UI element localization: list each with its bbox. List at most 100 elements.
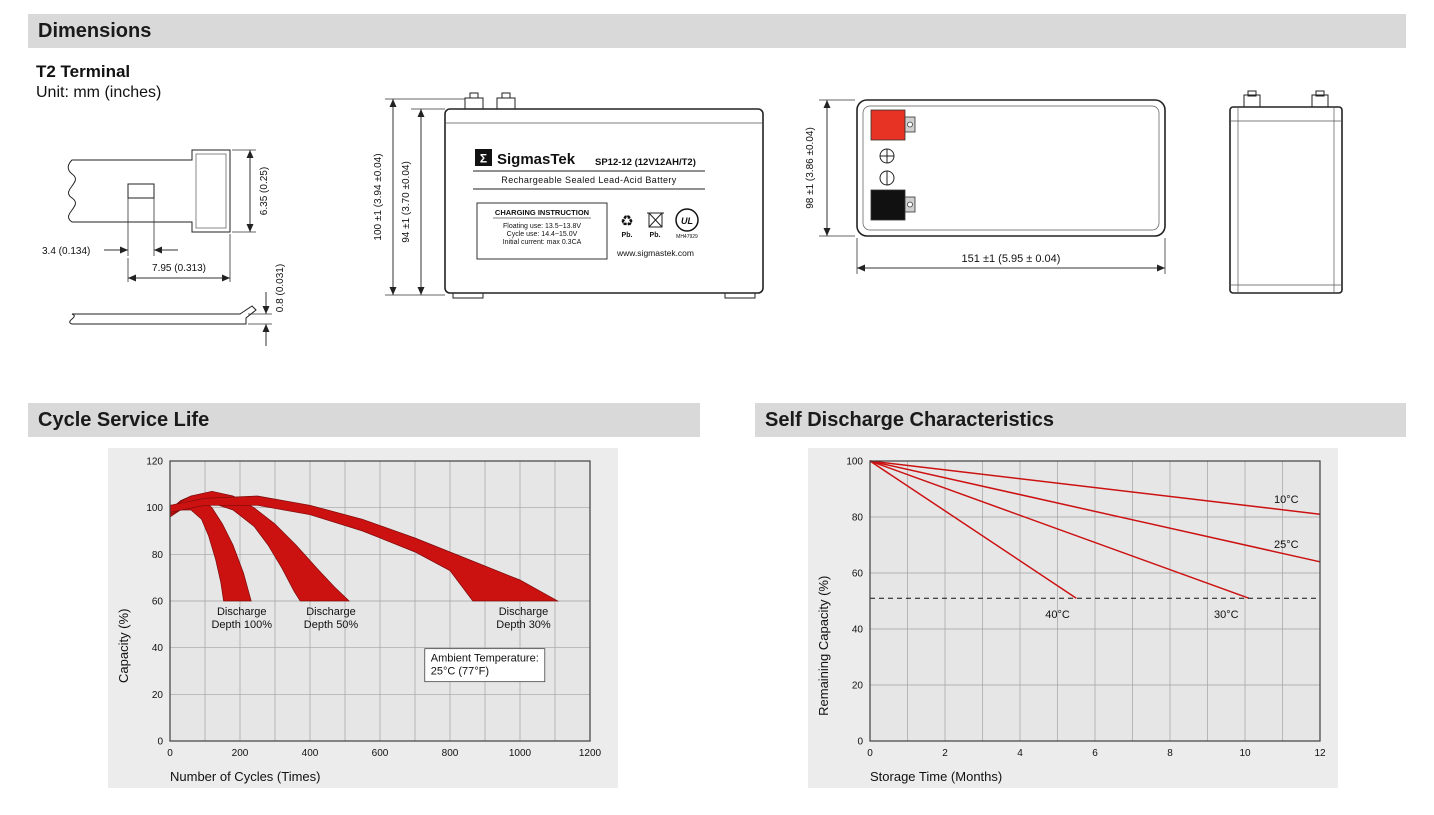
battery-foot-right bbox=[724, 292, 756, 299]
dim-label-hole-width: 3.4 (0.134) bbox=[42, 246, 90, 257]
x-tick-label: 1000 bbox=[509, 748, 532, 759]
battery-top-view-drawing: 98 ±1 (3.86 ±0.04) 151 ±1 (5.95 ± 0.04) bbox=[805, 99, 1166, 274]
annotation-text: 10°C bbox=[1274, 494, 1299, 506]
pb-label-2: Pb. bbox=[650, 232, 661, 239]
y-tick-label: 40 bbox=[152, 643, 164, 654]
y-tick-label: 40 bbox=[852, 625, 864, 636]
x-axis-title: Number of Cycles (Times) bbox=[170, 769, 320, 784]
annotation-text: Depth 50% bbox=[304, 619, 359, 631]
battery-type-line: Rechargeable Sealed Lead-Acid Battery bbox=[501, 175, 677, 185]
terminal-hole bbox=[127, 183, 155, 199]
negative-terminal bbox=[870, 189, 906, 221]
annotation-text: 30°C bbox=[1214, 609, 1239, 621]
charging-line-3: Initial current: max 0.3CA bbox=[503, 239, 582, 246]
x-tick-label: 6 bbox=[1092, 748, 1098, 759]
side-terminal-tab-1 bbox=[1243, 94, 1261, 108]
terminal-blade-2 bbox=[501, 92, 511, 99]
battery-case-outline bbox=[444, 108, 764, 294]
x-tick-label: 600 bbox=[372, 748, 389, 759]
side-terminal-tab-2 bbox=[1311, 94, 1329, 108]
charging-line-2: Cycle use: 14.4~15.0V bbox=[507, 231, 578, 238]
website-text: www.sigmastek.com bbox=[616, 248, 694, 258]
y-tick-label: 100 bbox=[846, 457, 863, 468]
x-tick-label: 2 bbox=[942, 748, 948, 759]
y-tick-label: 0 bbox=[857, 737, 863, 748]
x-tick-label: 800 bbox=[442, 748, 459, 759]
battery-foot-left bbox=[452, 292, 484, 299]
crossed-bin-icon bbox=[647, 212, 664, 228]
model-number: SP12-12 (12V12AH/T2) bbox=[595, 157, 696, 168]
y-tick-label: 60 bbox=[852, 569, 864, 580]
self-discharge-chart: 0 20 40 60 80 100 0 2 4 6 8 10 12 Storage Time (Month… bbox=[808, 448, 1338, 788]
y-axis-title: Remaining Capacity (%) bbox=[816, 576, 831, 716]
section-header-dimensions: Dimensions bbox=[28, 14, 1406, 48]
annotation-text: 40°C bbox=[1045, 609, 1070, 621]
annotation-text: 25°C bbox=[1274, 539, 1299, 551]
side-view-outline bbox=[1229, 106, 1343, 294]
charging-line-1: Floating use: 13.5~13.8V bbox=[503, 223, 581, 230]
ul-file-number: MH47929 bbox=[676, 234, 698, 240]
battery-side-view-drawing bbox=[1229, 90, 1343, 294]
dim-label-terminal-height: 6.35 (0.25) bbox=[259, 167, 270, 215]
terminal-tab-1 bbox=[464, 97, 484, 110]
dim-label-top-width: 98 ±1 (3.86 ±0.04) bbox=[805, 127, 816, 209]
battery-front-view-drawing: 100 ±1 (3.94 ±0.04) 94 ±1 (3.70 ±0.04) Σ… bbox=[373, 92, 764, 299]
chart-band bbox=[169, 495, 560, 602]
chart-annotation: 40°C bbox=[1045, 609, 1070, 621]
side-terminal-blade-2 bbox=[1315, 90, 1325, 97]
annotation-box bbox=[424, 648, 546, 683]
tab-hole bbox=[907, 121, 913, 128]
annotation-text: Discharge bbox=[217, 606, 267, 618]
brand-logo-sigma: Σ bbox=[480, 152, 487, 166]
section-title: Dimensions bbox=[38, 19, 152, 42]
pb-label-1: Pb. bbox=[622, 232, 633, 239]
x-tick-label: 10 bbox=[1239, 748, 1251, 759]
charging-instruction-box bbox=[476, 202, 608, 260]
terminal-blade-1 bbox=[469, 92, 479, 99]
y-tick-label: 0 bbox=[157, 737, 163, 748]
series-line bbox=[869, 460, 1321, 515]
terminal-cross-section-drawing: 6.35 (0.25) 3.4 (0.134) 7.95 (0.313) 0.8… bbox=[42, 149, 286, 346]
series-line bbox=[869, 460, 1250, 599]
x-tick-label: 0 bbox=[167, 748, 173, 759]
brand-logo-mark bbox=[475, 149, 492, 166]
charging-instruction-title: CHARGING INSTRUCTION bbox=[495, 208, 589, 217]
brand-name: SigmasTek bbox=[497, 151, 576, 168]
y-tick-label: 60 bbox=[152, 597, 164, 608]
terminal-tab-2 bbox=[496, 97, 516, 110]
x-tick-label: 200 bbox=[232, 748, 249, 759]
annotation-text: 25°C (77°F) bbox=[431, 666, 489, 678]
section-title: Cycle Service Life bbox=[38, 408, 210, 431]
recycle-icon: ♻ bbox=[620, 213, 633, 230]
ul-icon bbox=[675, 208, 699, 232]
dim-label-tab-width: 7.95 (0.313) bbox=[152, 263, 206, 274]
unit-note: Unit: mm (inches) bbox=[36, 84, 162, 101]
annotation-text: Ambient Temperature: bbox=[431, 653, 539, 665]
plot-border bbox=[869, 460, 1321, 742]
tab-hole bbox=[907, 201, 913, 208]
terminal-shape bbox=[67, 149, 231, 233]
x-tick-label: 1200 bbox=[579, 748, 602, 759]
terminal-type-heading: T2 Terminal bbox=[36, 62, 131, 81]
chart-annotation: Ambient Temperature:25°C (77°F) bbox=[424, 648, 546, 683]
terminal-tab-inner-line bbox=[195, 153, 227, 229]
y-tick-label: 120 bbox=[146, 457, 163, 468]
x-tick-label: 400 bbox=[302, 748, 319, 759]
y-tick-label: 80 bbox=[852, 513, 864, 524]
bin-cross bbox=[648, 212, 663, 228]
dim-label-case-height: 94 ±1 (3.70 ±0.04) bbox=[401, 161, 412, 243]
y-tick-label: 80 bbox=[152, 550, 164, 561]
y-tick-label: 100 bbox=[146, 503, 163, 514]
positive-terminal bbox=[870, 109, 906, 141]
dim-label-overall-height: 100 ±1 (3.94 ±0.04) bbox=[373, 153, 384, 240]
dim-label-top-length: 151 ±1 (5.95 ± 0.04) bbox=[962, 253, 1061, 265]
annotation-text: Discharge bbox=[306, 606, 356, 618]
dim-label-thickness: 0.8 (0.031) bbox=[275, 264, 286, 312]
series-line bbox=[869, 460, 1321, 563]
section-header-self-discharge: Self Discharge Characteristics bbox=[755, 403, 1406, 437]
annotation-text: Depth 100% bbox=[211, 619, 272, 631]
